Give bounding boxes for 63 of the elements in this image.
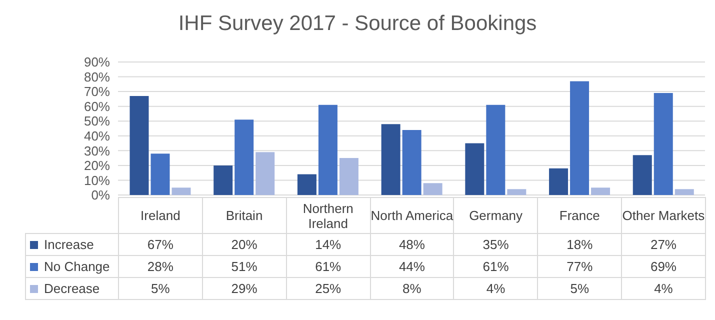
- x-tick-label: Other Markets: [622, 198, 706, 234]
- data-label: 48%: [370, 234, 454, 256]
- data-label: 44%: [370, 256, 454, 278]
- data-label: 4%: [622, 278, 706, 300]
- bar: [486, 104, 506, 195]
- data-label: 20%: [202, 234, 286, 256]
- x-tick-label: North America: [370, 198, 454, 234]
- chart-title: IHF Survey 2017 - Source of Bookings: [177, 12, 538, 36]
- bar: [214, 165, 233, 195]
- data-label: 18%: [538, 234, 622, 256]
- bar: [570, 81, 590, 195]
- data-label: 77%: [538, 256, 622, 278]
- y-tick-label: 70%: [84, 84, 110, 100]
- y-tick-label: 10%: [84, 172, 110, 188]
- data-label: 35%: [454, 234, 538, 256]
- data-label: 67%: [118, 234, 202, 256]
- legend-label: No Change: [26, 256, 118, 278]
- y-tick-label: 90%: [84, 54, 110, 70]
- data-label: 25%: [286, 278, 370, 300]
- data-label: 27%: [622, 234, 706, 256]
- bar: [591, 188, 610, 195]
- bar: [423, 183, 442, 195]
- y-tick-label: 30%: [84, 143, 110, 158]
- x-tick-label: Germany: [454, 198, 538, 234]
- bar: [172, 188, 191, 195]
- bar: [318, 104, 338, 195]
- data-label: 51%: [202, 256, 286, 278]
- data-label: 14%: [286, 234, 370, 256]
- data-label: 29%: [202, 278, 286, 300]
- legend-label: Increase: [26, 234, 118, 256]
- bar: [381, 124, 400, 195]
- bar: [402, 130, 422, 195]
- data-label: 61%: [286, 256, 370, 278]
- data-label: 61%: [454, 256, 538, 278]
- y-tick-label: 20%: [84, 158, 110, 174]
- legend-label: Decrease: [26, 278, 118, 300]
- x-tick-label: Britain: [202, 198, 286, 234]
- y-tick-label: 40%: [84, 128, 110, 144]
- x-tick-label: Ireland: [118, 198, 202, 234]
- x-tick-label: Northern Ireland: [286, 198, 370, 234]
- y-tick-label: 80%: [84, 69, 110, 84]
- bar: [150, 154, 170, 195]
- data-label: 5%: [538, 278, 622, 300]
- bar: [297, 174, 316, 195]
- data-label: 4%: [454, 278, 538, 300]
- bar: [654, 93, 673, 195]
- data-label: 69%: [622, 256, 706, 278]
- data-label: 28%: [118, 256, 202, 278]
- bar: [256, 152, 275, 195]
- bar: [465, 143, 484, 195]
- bar: [674, 189, 694, 195]
- y-tick-label: 50%: [84, 114, 110, 129]
- bar: [234, 120, 254, 195]
- y-tick-label: 0%: [91, 188, 110, 203]
- bar: [507, 189, 526, 195]
- data-label: 5%: [118, 278, 202, 300]
- y-tick-label: 60%: [84, 98, 110, 114]
- bar: [549, 168, 568, 195]
- bar: [339, 158, 358, 195]
- bar: [632, 155, 652, 195]
- bar: [130, 96, 149, 195]
- data-label: 8%: [370, 278, 454, 300]
- x-tick-label: France: [538, 198, 622, 234]
